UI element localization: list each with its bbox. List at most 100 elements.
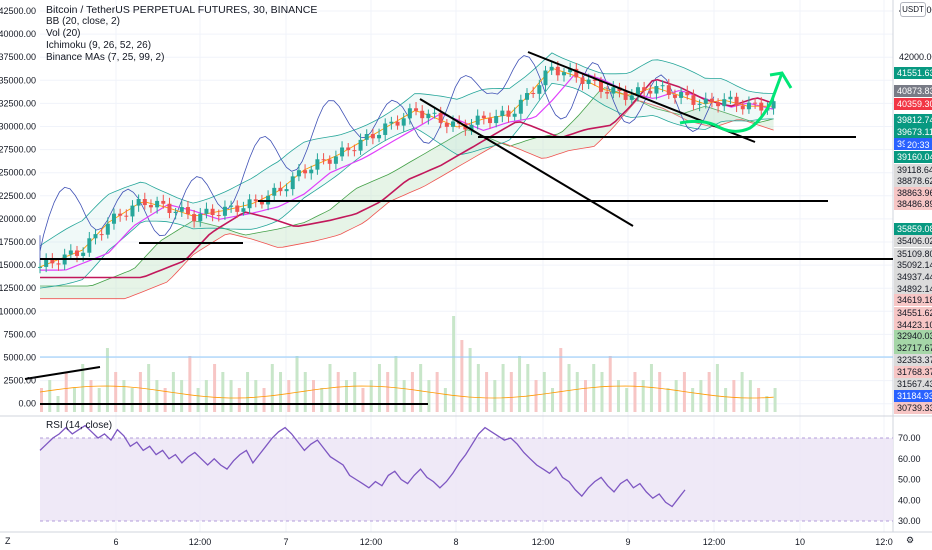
candle-body <box>105 223 110 235</box>
trend-line-3[interactable] <box>24 366 101 380</box>
price-badge-bg <box>894 271 932 283</box>
indicator-ichimoku[interactable]: Ichimoku (9, 26, 52, 26) <box>46 40 152 51</box>
price-badge-label: 41551.63 <box>897 68 932 78</box>
candle-body <box>623 91 628 100</box>
candle-body <box>469 124 474 130</box>
candle-body <box>259 201 264 205</box>
candle-body <box>272 187 277 196</box>
candle-body <box>512 113 517 117</box>
candle-body <box>315 159 320 170</box>
left-axis-tick: 2500.00 <box>3 376 36 386</box>
candle-body <box>746 102 751 110</box>
indicator-bb[interactable]: BB (20, close, 2) <box>46 16 120 27</box>
volume-bar <box>658 372 662 412</box>
candle-body <box>383 123 388 135</box>
candle-body <box>753 102 758 104</box>
price-badge-bg <box>894 294 932 306</box>
volume-bar <box>295 356 299 412</box>
volume-bar <box>72 388 76 412</box>
price-badge-bg <box>894 114 932 126</box>
price-badge-bg <box>894 330 932 342</box>
candle-body <box>185 207 190 215</box>
price-badge-bg <box>894 126 932 138</box>
volume-bar <box>773 388 777 412</box>
volume-bar <box>575 372 579 412</box>
volume-bar <box>724 388 728 412</box>
candle-body <box>167 203 172 214</box>
candle-body <box>87 238 92 253</box>
volume-bar <box>353 372 357 412</box>
candle-body <box>716 102 721 107</box>
ichimoku-cloud <box>40 87 774 300</box>
price-badge-bg <box>894 223 932 235</box>
symbol-title[interactable]: Bitcoin / TetherUS PERPETUAL FUTURES, 30… <box>46 4 318 16</box>
trend-line-1[interactable] <box>419 98 634 227</box>
volume-bar <box>419 364 423 412</box>
price-badge-bg <box>894 366 932 378</box>
candle-body <box>130 205 135 217</box>
indicator-mas[interactable]: Binance MAs (7, 25, 99, 2) <box>46 52 165 63</box>
candle-body <box>370 134 375 139</box>
timezone-icon[interactable]: Z <box>5 536 11 546</box>
volume-bar <box>526 364 530 412</box>
candle-body <box>74 250 79 256</box>
candle-body <box>685 91 690 96</box>
candle-body <box>549 66 554 71</box>
volume-bar <box>402 380 406 412</box>
left-axis-tick: 27500.00 <box>0 145 36 155</box>
volume-bar <box>765 396 769 412</box>
candle-body <box>660 85 665 87</box>
candle-body <box>592 79 597 81</box>
price-badge-bg <box>894 342 932 354</box>
price-badge-bg <box>894 164 932 176</box>
price-badge-label: 35406.02 <box>897 236 932 246</box>
price-badge-bg <box>894 248 932 260</box>
volume-bar <box>246 372 250 412</box>
candle-body <box>118 213 123 216</box>
volume-bar <box>270 364 274 412</box>
candle-body <box>309 169 314 174</box>
price-badge-bg <box>894 175 932 187</box>
cloud-line-b <box>40 100 774 300</box>
rsi-legend[interactable]: RSI (14, close) <box>46 420 113 431</box>
candle-body <box>697 103 702 105</box>
candle-body <box>494 116 499 124</box>
candle-body <box>561 72 566 76</box>
price-badge-label: 40359.30 <box>897 99 932 109</box>
volume-bar <box>312 380 316 412</box>
volume-bar <box>320 388 324 412</box>
volume-bar <box>114 372 118 412</box>
currency-button[interactable]: USDT <box>900 2 926 17</box>
right-axis-tick: 42000.00 <box>899 52 932 62</box>
volume-bar <box>551 388 555 412</box>
indicator-vol[interactable]: Vol (20) <box>46 28 81 39</box>
time-axis-tick: 12:00 <box>189 537 212 547</box>
volume-bar <box>221 372 225 412</box>
candle-body <box>216 215 221 217</box>
cloud-fill <box>40 87 774 299</box>
price-badge-label: 39160.04 <box>897 152 932 162</box>
price-badge-label: 38486.89 <box>897 199 932 209</box>
volume-bar <box>155 380 159 412</box>
price-badge-bg <box>894 259 932 271</box>
price-badge-label: 40873.83 <box>897 86 932 96</box>
candle-body <box>654 86 659 94</box>
left-axis-tick: 12500.00 <box>0 283 36 293</box>
forecast-path[interactable] <box>679 72 784 133</box>
forecast-arrowhead[interactable] <box>769 71 793 89</box>
candle-body <box>235 205 240 212</box>
volume-bar <box>130 388 134 412</box>
candle-body <box>296 170 301 177</box>
user-drawings[interactable] <box>24 51 893 405</box>
volume-bar <box>427 380 431 412</box>
cloud-line-a <box>40 87 774 287</box>
candle-body <box>605 91 610 94</box>
settings-icon[interactable]: ⚙ <box>906 535 915 545</box>
rsi-band <box>40 438 893 521</box>
candle-body <box>352 150 357 152</box>
volume-bar <box>567 364 571 412</box>
time-axis-tick: 12:0 <box>875 537 893 547</box>
volume-bar <box>493 380 497 412</box>
candle-body <box>389 121 394 124</box>
